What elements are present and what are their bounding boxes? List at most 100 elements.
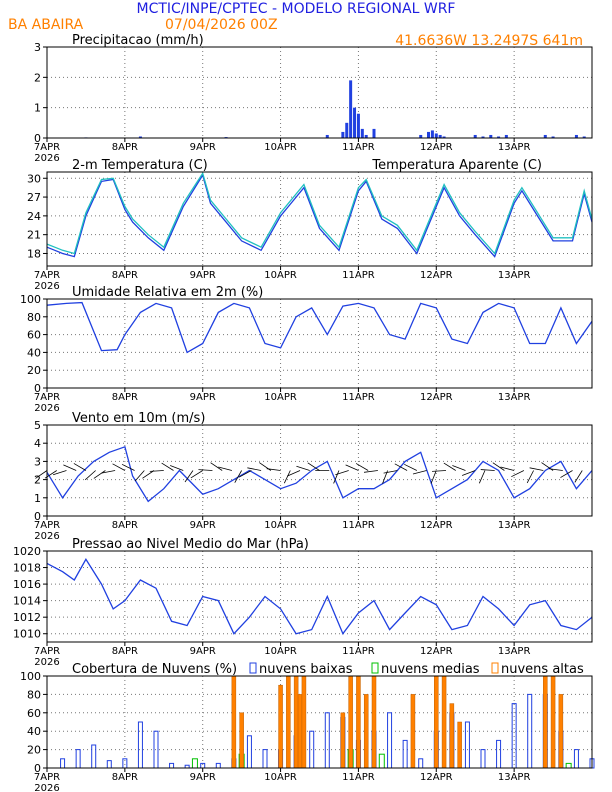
x-year-label: 2026 [34,281,59,292]
x-tick-label: 8APR [112,520,138,531]
precip-bar [356,113,360,138]
cloud-bar-nuvens-baixas [496,739,502,769]
header-title: MCTIC/INPE/CPTEC - MODELO REGIONAL WRF [137,1,456,17]
cloud-bar-nuvens-altas [363,694,369,769]
legend-swatch [371,662,379,674]
header-location: BA ABAIRA [8,17,84,33]
y-tick-label: 3 [34,455,41,468]
precip-bar [419,134,423,138]
cloud-bar-nuvens-baixas [75,749,81,769]
wind-arrow [73,463,87,471]
x-tick-label: 10APR [264,142,297,153]
panel-frame [46,550,593,643]
wind-arrow [149,470,164,472]
cloud-bar-nuvens-altas [434,675,439,769]
precip-bar [364,134,368,138]
x-tick-label: 8APR [112,772,138,783]
y-tick-label: 1012 [13,611,41,624]
cloud-bar-nuvens-altas [278,684,283,769]
y-tick-label: 0 [34,510,41,523]
y-tick-label: 1014 [13,595,41,608]
precip-bar [360,128,364,138]
y-tick-label: 1 [34,492,41,505]
legend-label: nuvens medias [381,662,480,677]
precip-bar [543,134,547,138]
wind-arrow [53,470,67,476]
x-tick-label: 10APR [264,772,297,783]
cloud-bar-nuvens-baixas [60,758,66,769]
x-tick-label: 12APR [420,142,453,153]
cloud-bar-nuvens-altas [441,675,447,769]
cloud-bar-nuvens-altas [558,694,564,769]
legend-label: nuvens altas [501,662,584,677]
cloud-bar-nuvens-altas [449,703,455,769]
y-tick-label: 30 [27,172,41,185]
x-tick-label: 8APR [112,646,138,657]
x-year-label: 2026 [34,403,59,414]
wind-arrow [101,470,116,474]
wind-arrow [412,470,427,475]
x-tick-label: 12APR [420,392,453,403]
wind-arrow [492,462,505,471]
panel-title: Vento em 10m (m/s) [72,411,205,426]
cloud-bar-nuvens-altas [239,712,244,769]
cloud-bar-nuvens-baixas [480,749,486,769]
x-tick-label: 7APR [34,392,60,403]
wind-arrow [190,470,203,479]
panel-title: 2-m Temperatura (C) [72,158,208,173]
panel-frame [46,298,593,389]
cloud-bar-nuvens-altas [356,675,361,769]
x-tick-label: 8APR [112,270,138,281]
header-run-time: 07/04/2026 00Z [165,17,278,33]
panel-mslp: 1010 1012 1014 1016 1018 1020 Pressao ao Nivel… [13,537,593,668]
cloud-bar-nuvens-altas [301,675,307,769]
wind-arrow [345,464,359,471]
cloud-bar-nuvens-baixas [137,721,143,769]
x-year-label: 2026 [34,783,59,792]
y-tick-label: 0 [34,132,41,145]
panel-temp: 18 21 24 27 30 2-m Temperatura (C) Temperatura… [27,158,593,292]
y-tick-label: 100 [20,670,41,683]
wind-arrow [526,470,534,484]
y-tick-label: 60 [27,707,41,720]
cloud-bar-nuvens-baixas [215,762,221,769]
x-tick-label: 7APR [34,270,60,281]
y-tick-label: 1020 [13,545,41,558]
wind-arrow [283,470,291,484]
cloud-bar-nuvens-altas [231,675,237,769]
wind-arrow [363,470,378,473]
y-tick-label: 1018 [13,562,41,575]
precip-bar [349,80,353,138]
wind-arrow [266,468,281,471]
header-coordinates: 41.6636W 13.2497S 641m [395,33,583,49]
panel-precip: 0 1 2 3 Precipitacao (mm/h) 7APR 8APR 9APR 10APR… [34,33,593,164]
wind-arrow [443,462,456,471]
legend-label: nuvens baixas [259,662,353,677]
precip-bar [551,136,555,138]
y-tick-label: 1010 [13,628,41,641]
x-tick-label: 9APR [190,772,216,783]
x-tick-label: 13APR [498,392,531,403]
wind-arrow [93,470,106,479]
legend-swatch [249,662,257,674]
wind-arrow [529,467,544,471]
panel-clouds: 0 20 40 60 80 100 Cobertura de Nuvens (%) nuven… [20,662,595,792]
y-tick-label: 40 [27,346,41,359]
x-tick-label: 10APR [264,520,297,531]
x-tick-label: 13APR [498,142,531,153]
y-tick-label: 0 [34,382,41,395]
wind-arrow [548,468,563,471]
x-tick-label: 7APR [34,520,60,531]
precip-bar [325,134,329,138]
y-tick-label: 2 [34,71,41,84]
precip-bar [489,134,493,138]
y-tick-label: 27 [27,191,41,204]
wind-arrow [35,470,48,479]
wind-arrow [170,465,184,471]
wind-arrow [210,462,223,471]
y-tick-label: 20 [27,744,41,757]
wind-arrow [121,463,135,471]
y-tick-label: 40 [27,725,41,738]
cloud-bar-nuvens-altas [410,694,416,769]
panel-title: Umidade Relativa em 2m (%) [72,285,263,300]
